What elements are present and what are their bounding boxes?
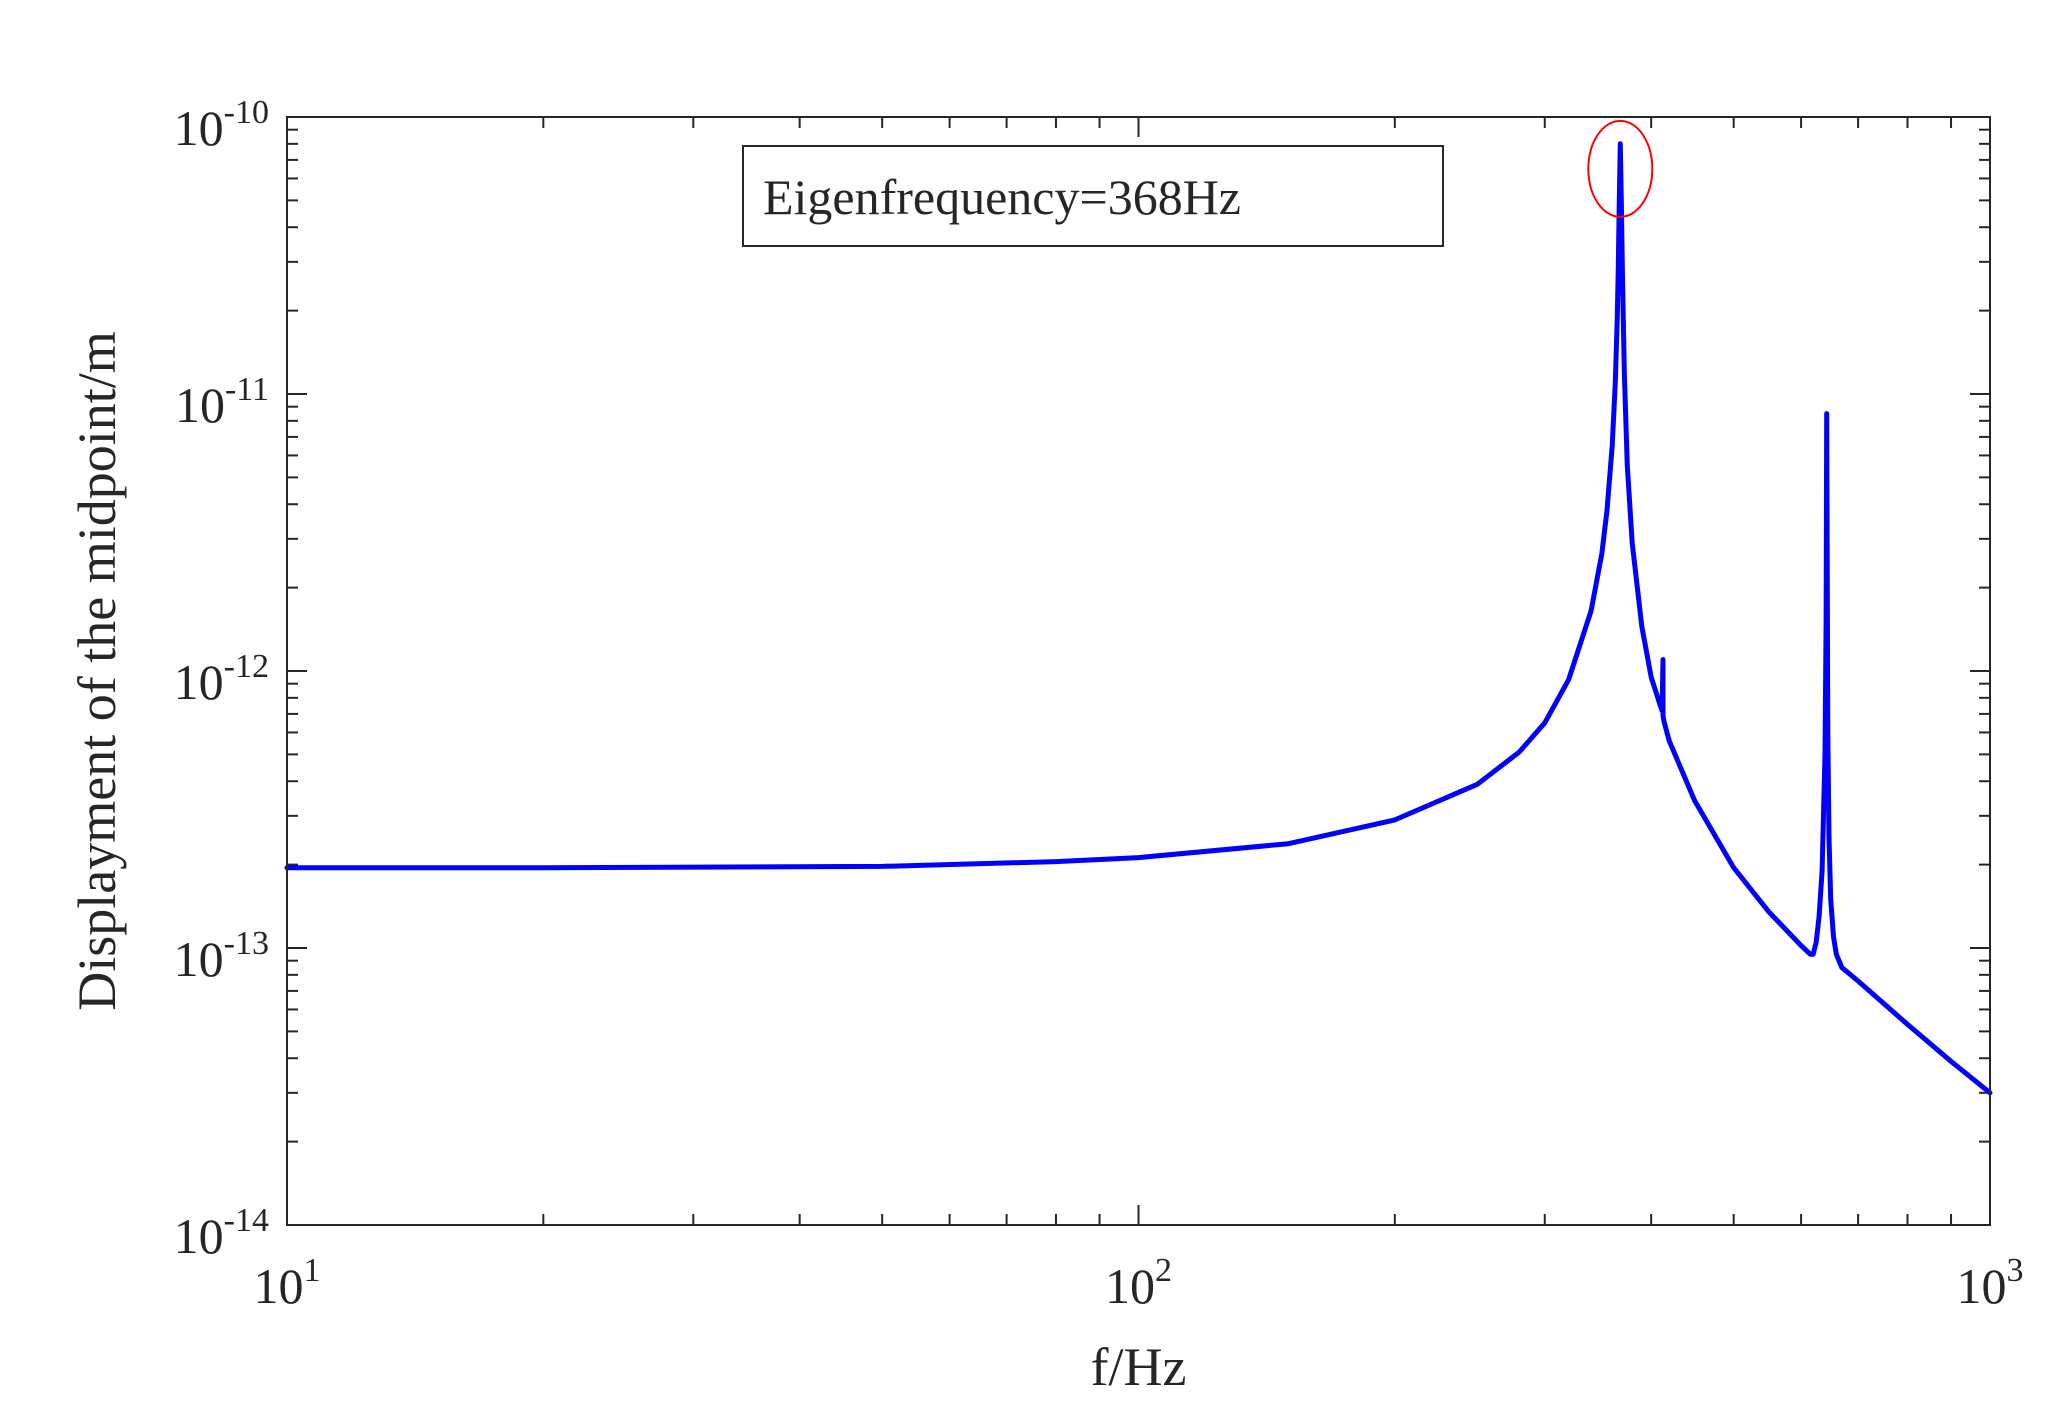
y-tick-marks (287, 128, 1990, 1226)
series-group (284, 141, 1993, 1096)
plot-area-border (286, 116, 1991, 1226)
annotation-box: Eigenfrequency=368Hz (742, 145, 1444, 247)
x-tick-label: 101 (254, 1252, 321, 1314)
y-tick-label: 10-10 (174, 94, 269, 156)
y-tick-label: 10-12 (174, 648, 269, 710)
x-tick-labels: 101 102 103 (254, 1252, 2024, 1314)
x-tick-label: 103 (1957, 1252, 2024, 1314)
annotation-frame (742, 145, 1444, 247)
x-tick-label: 102 (1105, 1252, 1172, 1314)
y-tick-label: 10-13 (174, 925, 269, 987)
y-tick-label: 10-11 (175, 371, 269, 433)
x-axis-label: f/Hz (1091, 1337, 1187, 1397)
series-line (284, 141, 1993, 1096)
x-tick-marks (286, 117, 1953, 1225)
peak-marker-ellipse (1587, 119, 1654, 218)
y-tick-labels: 10-14 10-13 10-12 10-11 10-10 (174, 94, 269, 1264)
y-axis-label: Displayment of the midpoint/m (67, 331, 127, 1010)
y-tick-label: 10-14 (174, 1202, 269, 1264)
annotation-text: Eigenfrequency=368Hz (763, 169, 1241, 225)
